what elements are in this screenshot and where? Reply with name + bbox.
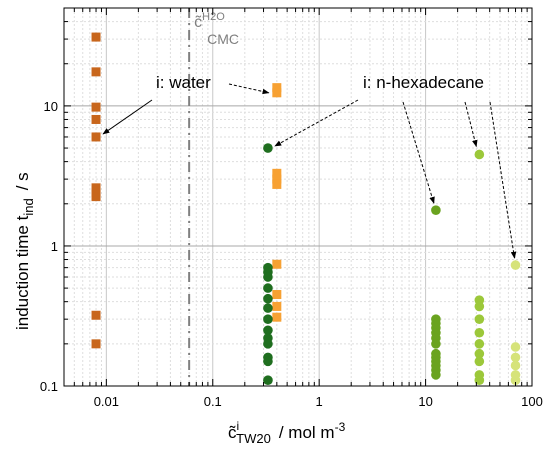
series-1 [272, 83, 282, 322]
y-tick-label: 0.1 [40, 379, 58, 394]
tick-label-layer: 0.01 0.1 1 10 100 0.1 1 10 [40, 99, 543, 409]
data-point-circle [431, 370, 441, 380]
data-point-circle [263, 339, 273, 349]
x-tick-label: 1 [316, 394, 323, 409]
data-point-square [91, 132, 101, 142]
arrow-hexadecane-3 [464, 101, 478, 148]
data-point-square [91, 67, 101, 77]
arrow-layer [102, 83, 517, 259]
y-axis-title-sub: ind [21, 198, 36, 215]
data-point-circle [474, 314, 485, 324]
y-tick-label: 10 [44, 99, 58, 114]
series-5 [510, 260, 521, 386]
data-point-square [91, 310, 101, 320]
y-tick-label: 1 [51, 239, 58, 254]
data-point-square [91, 32, 101, 42]
data-point-circle [431, 205, 441, 215]
arrow-water-2 [228, 83, 270, 95]
y-axis-title-main: induction time t [13, 215, 32, 330]
data-point-square [91, 339, 101, 349]
data-point-square [272, 168, 282, 178]
data-point-circle [510, 375, 521, 386]
plot-frame [63, 7, 533, 387]
data-point-circle [474, 327, 485, 338]
data-point-circle [474, 301, 485, 312]
data-point-square [272, 312, 282, 322]
series-3 [431, 205, 441, 380]
series-4 [474, 149, 485, 386]
data-point-square [272, 301, 282, 311]
data-point-circle [474, 356, 485, 367]
y-axis-title: induction time tind / s [13, 172, 36, 330]
data-point-circle [263, 272, 273, 282]
data-point-circle [263, 143, 273, 153]
annotation-water: i: water [156, 73, 211, 92]
data-point-square [91, 114, 101, 124]
data-point-circle [263, 303, 273, 313]
x-tick-label: 0.1 [204, 394, 222, 409]
axes-layer [63, 7, 533, 387]
data-point-circle [431, 339, 441, 349]
y-axis-title-unit: / s [13, 172, 32, 190]
data-point-circle [263, 325, 273, 336]
data-point-square [91, 183, 101, 193]
data-point-circle [263, 356, 273, 367]
cmc-layer: c̃H2O CMC [188, 8, 239, 386]
data-point-circle [263, 293, 273, 304]
cmc-label: c̃H2O CMC [194, 11, 239, 47]
arrow-hexadecane-4 [489, 101, 517, 259]
data-point-circle [474, 348, 485, 359]
data-point-circle [263, 375, 273, 386]
data-point-circle [510, 360, 521, 371]
x-axis-title-sup: i [237, 419, 240, 433]
arrow-water-1 [102, 99, 153, 135]
data-point-circle [474, 339, 485, 349]
arrow-hexadecane-2 [402, 101, 435, 204]
data-point-square [272, 83, 282, 93]
series-2 [263, 143, 273, 386]
data-point-circle [510, 342, 521, 352]
data-point-square [272, 259, 282, 269]
annotation-hexadecane: i: n-hexadecane [363, 73, 484, 92]
data-point-square [272, 290, 282, 300]
data-point-circle [510, 352, 521, 363]
x-axis-title-unit-sup: -3 [335, 420, 346, 434]
data-point-square [272, 179, 282, 189]
cmc-label-sub: CMC [207, 31, 239, 47]
data-point-circle [474, 149, 485, 160]
x-axis-title-main: c̃ [228, 423, 237, 442]
data-point-square [272, 174, 282, 184]
x-axis-title-sub: TW20 [236, 431, 271, 446]
arrow-hexadecane-1 [274, 99, 359, 147]
data-point-circle [263, 314, 273, 324]
data-point-square [91, 192, 101, 202]
data-point-circle [263, 283, 273, 293]
grid-layer [63, 7, 533, 387]
annotation-layer: i: water i: n-hexadecane [102, 73, 517, 259]
series-0 [91, 32, 101, 349]
data-point-square [272, 88, 282, 98]
cmc-label-sup: H2O [202, 11, 225, 23]
x-axis-title-unit: / mol m [279, 423, 335, 442]
x-axis-title: c̃i TW20 / mol m-3 [228, 419, 346, 446]
data-point-circle [510, 260, 521, 270]
x-tick-label: 0.01 [94, 394, 119, 409]
data-point-circle [474, 375, 485, 386]
points-layer [91, 32, 521, 386]
x-tick-label: 100 [521, 394, 543, 409]
data-point-square [91, 102, 101, 112]
cmc-label-main: c̃ [194, 14, 202, 31]
ticks-layer [63, 7, 533, 387]
x-tick-label: 10 [418, 394, 432, 409]
